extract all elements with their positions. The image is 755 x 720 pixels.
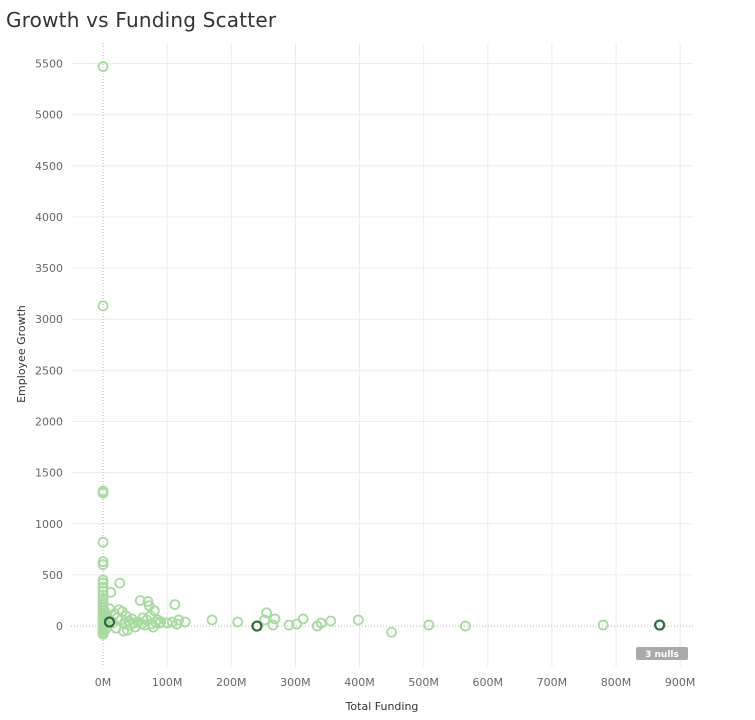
- x-tick-label: 700M: [537, 676, 568, 689]
- x-tick-label: 300M: [280, 676, 311, 689]
- data-point[interactable]: [423, 619, 435, 631]
- y-tick-label: 1000: [35, 518, 63, 531]
- data-point[interactable]: [97, 559, 109, 571]
- null-badge[interactable]: [636, 647, 688, 660]
- data-point[interactable]: [97, 536, 109, 548]
- x-axis-ticks: 0M 100M 200M 300M 400M 500M 600M 700M 800M 900M: [95, 676, 696, 689]
- data-point[interactable]: [291, 618, 303, 630]
- data-point[interactable]: [97, 61, 109, 72]
- data-point[interactable]: [120, 610, 132, 622]
- data-point[interactable]: [352, 614, 364, 626]
- y-axis-ticks: 5500500045004000350030002500200015001000…: [35, 57, 63, 633]
- data-point[interactable]: [325, 615, 337, 627]
- x-tick-label: 800M: [601, 676, 632, 689]
- data-point[interactable]: [155, 616, 167, 628]
- data-point[interactable]: [206, 614, 218, 626]
- data-point[interactable]: [173, 614, 185, 626]
- x-tick-label: 200M: [216, 676, 247, 689]
- data-point[interactable]: [105, 586, 117, 598]
- y-tick-label: 0: [56, 620, 63, 633]
- null-indicator[interactable]: 3 nulls: [636, 647, 688, 660]
- data-point[interactable]: [114, 577, 126, 589]
- data-point-highlighted[interactable]: [103, 616, 116, 628]
- y-tick-label: 5000: [35, 109, 63, 122]
- y-tick-label: 500: [42, 569, 63, 582]
- data-point[interactable]: [269, 613, 281, 625]
- y-tick-label: 1500: [35, 467, 63, 480]
- data-point[interactable]: [386, 626, 398, 638]
- data-point-highlighted[interactable]: [251, 620, 263, 632]
- y-tick-label: 3500: [35, 262, 63, 275]
- y-tick-label: 2000: [35, 415, 63, 428]
- data-point[interactable]: [97, 585, 109, 597]
- data-point-highlighted[interactable]: [654, 619, 666, 631]
- x-tick-label: 500M: [408, 676, 439, 689]
- zero-lines: [71, 43, 693, 667]
- grid-lines: [71, 43, 693, 667]
- data-point[interactable]: [97, 487, 109, 499]
- x-tick-label: 600M: [473, 676, 504, 689]
- x-tick-label: 0M: [95, 676, 112, 689]
- data-point[interactable]: [97, 574, 109, 586]
- data-point[interactable]: [97, 556, 109, 568]
- data-points[interactable]: [97, 61, 666, 640]
- data-point[interactable]: [315, 617, 327, 629]
- data-point[interactable]: [97, 300, 109, 312]
- x-tick-label: 100M: [152, 676, 183, 689]
- chart-title: Growth vs Funding Scatter: [6, 8, 277, 32]
- data-point[interactable]: [261, 607, 272, 619]
- y-axis-title: Employee Growth: [15, 305, 28, 403]
- data-point[interactable]: [259, 614, 271, 626]
- data-point[interactable]: [97, 628, 109, 640]
- y-tick-label: 3000: [35, 313, 63, 326]
- data-point[interactable]: [169, 599, 181, 610]
- data-point[interactable]: [134, 595, 146, 606]
- x-tick-label: 900M: [665, 676, 696, 689]
- y-tick-label: 4500: [35, 160, 63, 173]
- data-point[interactable]: [283, 619, 295, 631]
- x-axis-title: Total Funding: [345, 700, 419, 713]
- data-point[interactable]: [297, 613, 309, 625]
- data-point[interactable]: [459, 620, 471, 632]
- x-tick-label: 400M: [344, 676, 375, 689]
- y-tick-label: 5500: [35, 57, 63, 70]
- data-point[interactable]: [232, 616, 244, 628]
- data-point[interactable]: [267, 619, 279, 631]
- null-badge-label: 3 nulls: [645, 650, 679, 660]
- data-point[interactable]: [179, 616, 191, 628]
- y-tick-label: 4000: [35, 211, 63, 224]
- data-point[interactable]: [597, 619, 609, 631]
- data-point[interactable]: [148, 605, 160, 617]
- y-tick-label: 2500: [35, 364, 63, 377]
